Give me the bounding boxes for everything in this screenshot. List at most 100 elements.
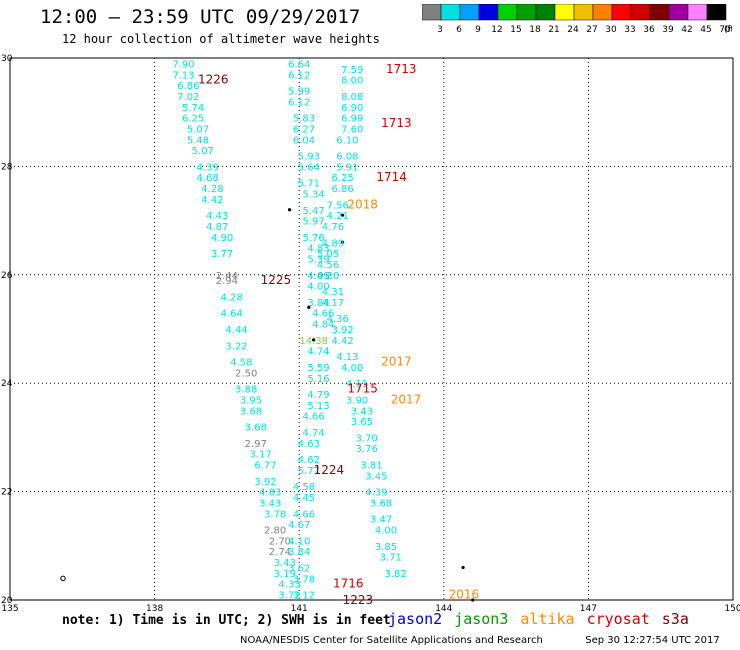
wave-height-value: 4.00: [307, 282, 329, 293]
wave-height-value: 6.99: [341, 114, 363, 125]
wave-height-value: 4.83: [307, 244, 329, 255]
colorbar-label: 33: [624, 25, 635, 34]
wave-height-value: 4.83: [259, 488, 281, 499]
mission-legend-jason2: jason2: [388, 610, 443, 628]
wave-height-value: 5.99: [288, 87, 310, 98]
wave-height-value: 4.90: [211, 233, 233, 244]
wave-height-value: 4.00: [341, 363, 363, 374]
wave-height-value: 6.86: [331, 184, 353, 195]
colorbar-label: 6: [456, 25, 462, 34]
wave-height-value: 3.22: [225, 341, 247, 352]
pass-time-label: 2016: [449, 588, 480, 602]
pass-time-label: 1714: [376, 170, 407, 184]
wave-height-value: 14.38: [299, 336, 328, 347]
y-tick-label: 26: [1, 271, 13, 281]
wave-height-value: 4.76: [322, 222, 344, 233]
wave-height-value: 4.36: [327, 314, 349, 325]
wave-height-value: 3.17: [250, 450, 272, 461]
wave-height-value: 3.65: [351, 417, 373, 428]
colorbar-label: 45: [700, 25, 711, 34]
wave-height-value: 4.11: [346, 379, 368, 390]
wave-height-value: 3.92: [254, 477, 276, 488]
colorbar-label: 30: [605, 25, 617, 34]
wave-height-value: 3.43: [351, 406, 373, 417]
wave-height-value: 4.84: [312, 320, 334, 331]
colorbar-label: 21: [548, 25, 559, 34]
wave-height-value: 3.78: [293, 574, 315, 585]
wave-height-value: 6.25: [331, 173, 353, 184]
mission-legend-s3a: s3a: [661, 610, 689, 628]
colorbar-unit: (ft): [724, 25, 732, 34]
footer-credit: NOAA/NESDIS Center for Satellite Applica…: [240, 635, 720, 646]
wave-height-value: 8.00: [341, 76, 363, 87]
wave-height-value: 6.04: [293, 135, 315, 146]
page-title: 12:00 – 23:59 UTC 09/29/2017: [40, 6, 361, 28]
wave-height-value: 4.66: [293, 509, 315, 520]
wave-height-value: 6.08: [336, 152, 358, 163]
wave-height-value: 3.88: [235, 385, 257, 396]
footer-credit-text: NOAA/NESDIS Center for Satellite Applica…: [240, 635, 543, 646]
mission-legend-jason3: jason3: [454, 610, 509, 628]
wave-height-value: 4.21: [327, 211, 349, 222]
y-tick-label: 30: [1, 54, 13, 64]
y-tick-label: 24: [1, 379, 13, 389]
colorbar-label: 27: [586, 25, 597, 34]
island-marker: [340, 240, 345, 244]
wave-height-value: 3.84: [307, 298, 329, 309]
colorbar-label: 18: [529, 25, 541, 34]
colorbar-label: 36: [643, 25, 655, 34]
wave-height-value: 3.84: [288, 547, 310, 558]
wave-height-value: 3.92: [331, 325, 353, 336]
island-marker: [471, 598, 475, 602]
y-tick-label: 22: [1, 488, 12, 498]
wave-height-value: 7.13: [172, 70, 194, 81]
wave-height-value: 6.10: [336, 135, 358, 146]
wave-height-value: 5.13: [307, 401, 329, 412]
wave-height-value: 4.64: [221, 309, 243, 320]
wave-height-value: 4.62: [298, 455, 320, 466]
wave-height-value: 4.58: [293, 482, 315, 493]
x-tick-label: 147: [580, 604, 597, 614]
wave-height-value: 2.80: [264, 526, 286, 537]
pass-time-label: 1716: [333, 577, 364, 591]
wave-height-value: 5.71: [298, 179, 320, 190]
x-tick-label: 144: [435, 604, 452, 614]
wave-height-value: 4.00: [375, 526, 397, 537]
pass-time-label: 1225: [261, 273, 292, 287]
wave-height-value: 3.43: [274, 558, 296, 569]
wave-height-value: 3.68: [245, 423, 267, 434]
wave-height-value: 4.31: [322, 287, 344, 298]
wave-height-value: 5.97: [303, 217, 325, 228]
wave-height-value: 5.39: [307, 255, 329, 266]
colorbar-label: 24: [567, 25, 579, 34]
wave-height-value: 5.74: [182, 103, 204, 114]
x-tick-label: 141: [291, 604, 308, 614]
wave-height-value: 5.07: [187, 124, 209, 135]
wave-height-value: 2.44: [216, 271, 238, 282]
colorbar-label: 15: [510, 25, 521, 34]
wave-height-value: 3.12: [293, 591, 315, 602]
wave-height-value: 7.59: [341, 65, 363, 76]
wave-height-value: 3.68: [370, 498, 392, 509]
wave-height-value: 5.34: [303, 190, 325, 201]
wave-height-value: 4.66: [312, 309, 334, 320]
wave-height-value: 7.56: [327, 200, 349, 211]
wave-height-value: 4.68: [196, 173, 218, 184]
wave-height-value: 5.48: [187, 135, 209, 146]
wave-height-value: 4.74: [307, 347, 329, 358]
wave-height-value: 2.74: [269, 547, 291, 558]
wave-height-value: 4.17: [322, 298, 344, 309]
wave-height-value: 4.43: [206, 211, 228, 222]
wave-height-value: 6.86: [177, 81, 199, 92]
wave-height-value: 6.27: [293, 124, 315, 135]
colorbar-label: 12: [491, 25, 502, 34]
wave-height-value: 6.77: [254, 461, 276, 472]
wave-height-value: 5.77: [298, 466, 320, 477]
pass-time-label: 1713: [386, 62, 417, 76]
colorbar-label: 70: [719, 25, 731, 34]
x-tick-label: 150: [724, 604, 740, 614]
wave-height-value: 6.12: [288, 97, 310, 108]
